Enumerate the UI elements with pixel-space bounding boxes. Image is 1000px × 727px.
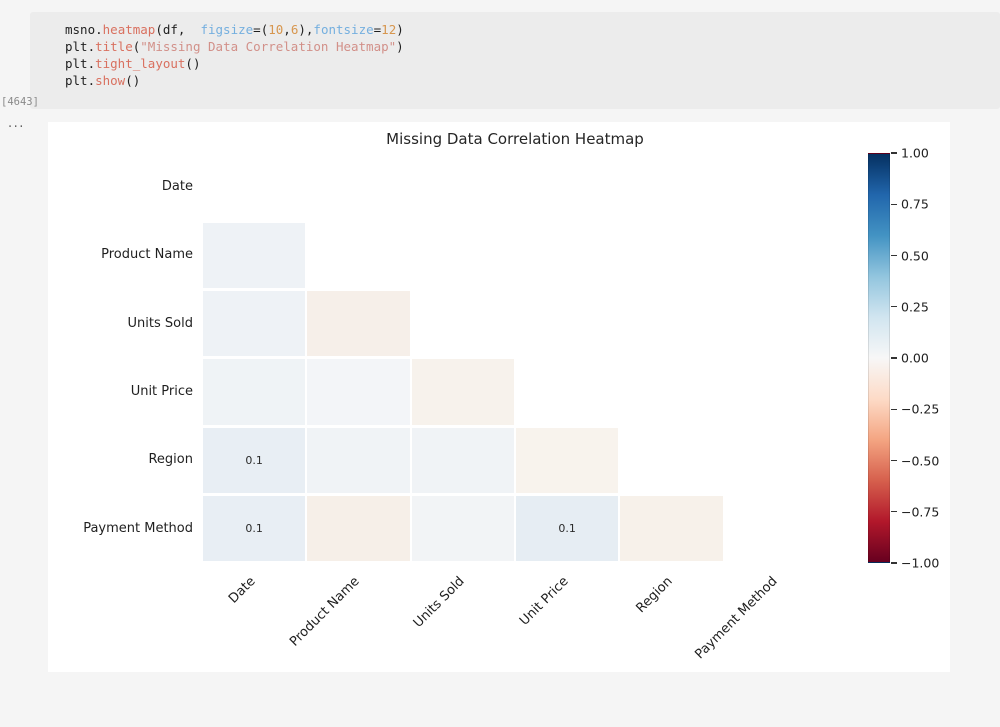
code-token: tight_layout bbox=[95, 56, 186, 71]
code-line: plt.title("Missing Data Correlation Heat… bbox=[65, 38, 1000, 55]
code-token: plt. bbox=[65, 73, 96, 88]
colorbar-tick-label: 0.25 bbox=[901, 299, 929, 315]
colorbar-tick-mark bbox=[891, 408, 897, 410]
colorbar-tick-label: 0.00 bbox=[901, 350, 929, 366]
colorbar-tick-mark bbox=[891, 203, 897, 205]
plot-output: Missing Data Correlation Heatmap 0.1 0.1 0… bbox=[48, 122, 950, 672]
heatmap-cell bbox=[515, 427, 619, 494]
colorbar-tick-mark bbox=[891, 254, 897, 257]
heatmap-cell bbox=[203, 291, 306, 357]
heatmap-cell-value: 0.1 bbox=[245, 522, 263, 536]
code-token: 10 bbox=[268, 22, 284, 37]
heatmap-cell bbox=[307, 359, 410, 425]
heatmap-cell: 0.1 bbox=[515, 496, 619, 562]
heatmap-cell-value: 0.1 bbox=[245, 453, 263, 467]
row-label: Date bbox=[161, 179, 193, 195]
colorbar-tick-label: 0.75 bbox=[901, 196, 929, 212]
code-token: fontsize bbox=[313, 22, 374, 37]
heatmap-cell bbox=[203, 359, 306, 425]
code-token: heatmap bbox=[102, 22, 156, 37]
row-label: Product Name bbox=[101, 247, 193, 263]
row-label: Unit Price bbox=[130, 384, 193, 400]
code-token: plt. bbox=[65, 56, 96, 71]
heatmap-cell bbox=[411, 496, 514, 562]
code-token: plt. bbox=[65, 39, 96, 54]
colorbar-tick-mark bbox=[891, 152, 897, 154]
code-token: ), bbox=[298, 22, 314, 37]
heatmap-cell-value: 0.1 bbox=[558, 522, 576, 536]
code-token: ) bbox=[396, 39, 404, 54]
heatmap-cell bbox=[307, 291, 410, 357]
colorbar-tick-label: 1.00 bbox=[901, 145, 929, 161]
colorbar-tick-label: −0.75 bbox=[901, 504, 940, 520]
chart-title: Missing Data Correlation Heatmap bbox=[386, 130, 644, 148]
colorbar-tick-label: −1.00 bbox=[901, 555, 940, 571]
heatmap-cell bbox=[620, 496, 723, 562]
heatmap-cell: 0.1 bbox=[203, 427, 306, 494]
code-line: plt.show() bbox=[65, 72, 1000, 89]
code-token: , bbox=[283, 22, 291, 37]
code-token: () bbox=[125, 73, 141, 88]
row-label: Units Sold bbox=[127, 315, 193, 331]
row-label: Region bbox=[148, 452, 193, 468]
colorbar-tick-mark bbox=[891, 357, 897, 359]
colorbar-tick-label: 0.50 bbox=[901, 248, 929, 263]
heatmap-cell bbox=[307, 496, 410, 562]
heatmap-cell: 0.1 bbox=[203, 496, 306, 562]
heatmap-cell bbox=[411, 359, 514, 425]
code-cell[interactable]: msno.heatmap(df, figsize=(10,6),fontsize… bbox=[30, 12, 1000, 109]
code-token: ( bbox=[132, 39, 141, 54]
code-line: msno.heatmap(df, figsize=(10,6),fontsize… bbox=[65, 21, 1000, 38]
code-token: 12 bbox=[381, 22, 397, 37]
code-token: () bbox=[185, 56, 201, 71]
colorbar-tick-mark bbox=[891, 511, 897, 513]
code-token: = bbox=[373, 22, 382, 37]
colorbar-tick-label: −0.25 bbox=[901, 401, 940, 417]
code-token: ) bbox=[396, 22, 404, 37]
code-token: =( bbox=[253, 22, 269, 37]
execution-count-label: [4643] bbox=[1, 96, 39, 108]
code-token: "Missing Data Correlation Heatmap" bbox=[140, 39, 397, 54]
heatmap-cell bbox=[307, 427, 410, 494]
code-token: (df, bbox=[155, 22, 201, 37]
output-collapse-indicator[interactable]: ... bbox=[8, 116, 25, 131]
row-label: Payment Method bbox=[83, 520, 193, 536]
colorbar-tick-label: −0.50 bbox=[901, 453, 940, 468]
code-editor[interactable]: msno.heatmap(df, figsize=(10,6),fontsize… bbox=[30, 12, 1000, 89]
code-token: show bbox=[95, 73, 126, 88]
code-token: figsize bbox=[200, 22, 254, 37]
colorbar-tick-mark bbox=[891, 459, 897, 462]
colorbar-tick-mark bbox=[891, 562, 897, 564]
colorbar bbox=[868, 153, 890, 563]
colorbar-tick-mark bbox=[891, 306, 897, 308]
code-line: plt.tight_layout() bbox=[65, 55, 1000, 72]
heatmap-cell bbox=[203, 222, 306, 289]
notebook-page: { "editor": { "execution_count": "[4643]… bbox=[1, 12, 1000, 672]
code-token: 6 bbox=[290, 22, 299, 37]
code-token: msno. bbox=[65, 22, 103, 37]
heatmap-cell bbox=[411, 427, 514, 494]
code-token: title bbox=[95, 39, 133, 54]
